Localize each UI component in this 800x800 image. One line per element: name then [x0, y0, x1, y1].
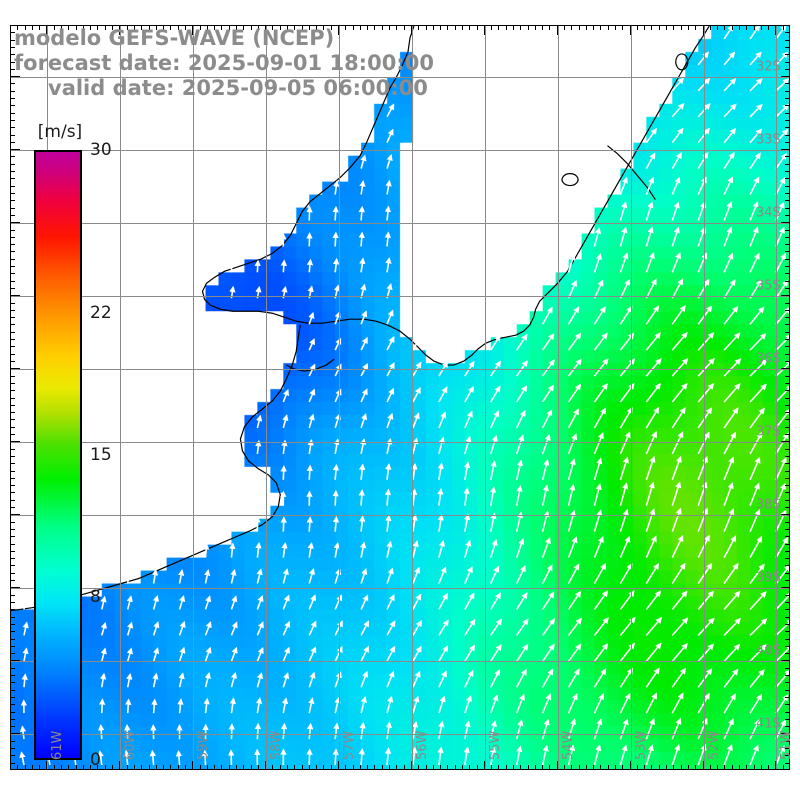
gridline-lon-52W	[704, 26, 705, 769]
gridline-lat-41S	[11, 734, 789, 735]
gridline-lat-34S	[11, 223, 789, 224]
wind-vector-overlay	[19, 26, 789, 766]
gridline-lon-56W	[412, 26, 413, 769]
gridline-lat-38S	[11, 515, 789, 516]
gridline-lon-59W	[193, 26, 194, 769]
colorbar-tick-0: 0	[90, 750, 101, 770]
gridline-lat-32S	[11, 77, 789, 78]
gridline-lon-58W	[266, 26, 267, 769]
gridline-lat-35S	[11, 296, 789, 297]
colorbar-tick-8: 8	[90, 587, 101, 608]
colorbar-gradient	[34, 150, 82, 760]
gridline-lat-33S	[11, 150, 789, 151]
gridline-lat-39S	[11, 588, 789, 589]
gridline-lon-53W	[631, 26, 632, 769]
colorbar-tick-22: 22	[90, 302, 112, 323]
gridline-lon-57W	[339, 26, 340, 769]
gridline-lat-37S	[11, 442, 789, 443]
map-plot-area	[10, 25, 790, 770]
colorbar-tick-30: 30	[90, 140, 112, 160]
gridline-lon-51W	[776, 26, 777, 769]
gridline-lat-40S	[11, 661, 789, 662]
colorbar-tick-15: 15	[90, 445, 112, 465]
gridline-lat-36S	[11, 369, 789, 370]
gridline-lon-55W	[485, 26, 486, 769]
colorbar-units-label: [m/s]	[37, 122, 83, 142]
gridline-lon-54W	[558, 26, 559, 769]
gridline-lon-60W	[120, 26, 121, 769]
